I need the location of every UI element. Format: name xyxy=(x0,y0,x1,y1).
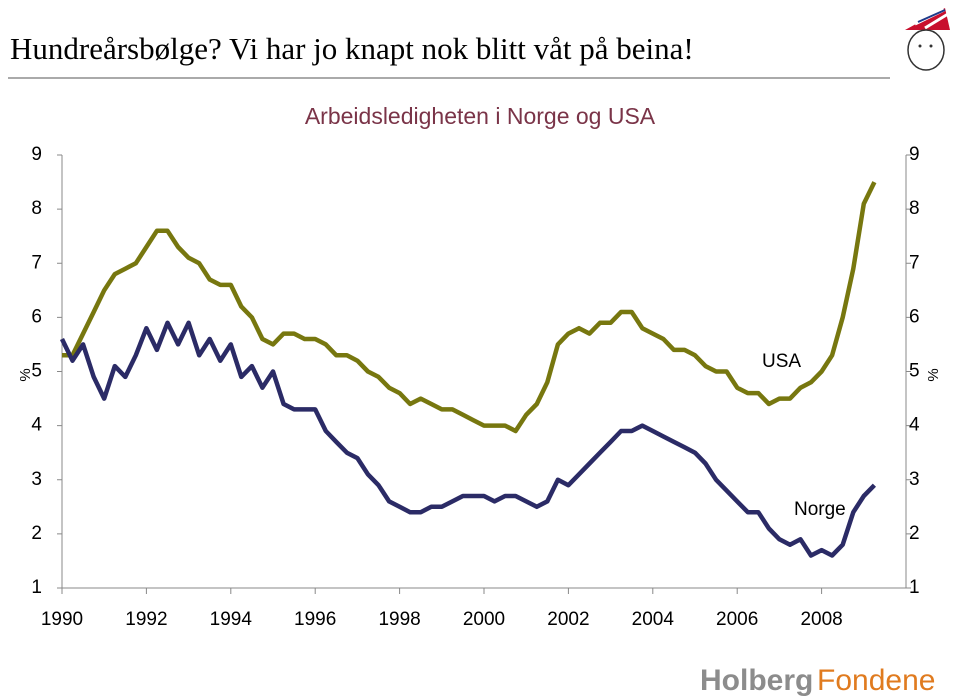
y-tick-label: 5 xyxy=(31,361,42,382)
y-tick-label: 2 xyxy=(31,523,42,544)
x-tick-label: 1990 xyxy=(41,609,83,630)
x-tick-label: 2006 xyxy=(716,609,758,630)
header-title: Hundreårsbølge? Vi har jo knapt nok blit… xyxy=(10,31,694,66)
y-tick-label: 8 xyxy=(31,198,42,219)
y2-tick-label: 2 xyxy=(909,523,920,544)
series-label: USA xyxy=(762,351,801,372)
x-tick-label: 2000 xyxy=(463,609,505,630)
x-tick-label: 1992 xyxy=(125,609,167,630)
y2-tick-label: 6 xyxy=(909,306,920,327)
y2-tick-label: 9 xyxy=(909,144,920,165)
x-tick-label: 1996 xyxy=(294,609,336,630)
x-tick-label: 2002 xyxy=(547,609,589,630)
y-tick-label: 9 xyxy=(31,144,42,165)
x-tick-label: 1994 xyxy=(210,609,253,630)
y-tick-label: 6 xyxy=(31,306,42,327)
x-tick-label: 1998 xyxy=(378,609,420,630)
logo-first: Holberg xyxy=(700,664,813,697)
mascot-icon xyxy=(905,8,950,71)
y2-tick-label: 8 xyxy=(909,198,920,219)
chart-title: Arbeidsledigheten i Norge og USA xyxy=(305,103,656,129)
y2-axis-label: % xyxy=(925,368,942,381)
y2-tick-label: 1 xyxy=(909,577,920,598)
series-line xyxy=(62,181,877,434)
y2-tick-label: 3 xyxy=(909,469,920,490)
y2-tick-label: 5 xyxy=(909,361,920,382)
y2-tick-label: 7 xyxy=(909,252,920,273)
y-tick-label: 4 xyxy=(31,415,42,436)
y-tick-label: 3 xyxy=(31,469,42,490)
y2-tick-label: 4 xyxy=(909,415,920,436)
y-tick-label: 7 xyxy=(31,252,42,273)
x-tick-label: 2008 xyxy=(800,609,842,630)
x-tick-label: 2004 xyxy=(632,609,675,630)
series-line xyxy=(59,320,877,558)
y-axis-label: % xyxy=(17,368,34,381)
logo-second: Fondene xyxy=(817,664,935,697)
y-tick-label: 1 xyxy=(31,577,42,598)
series-label: Norge xyxy=(794,499,846,520)
